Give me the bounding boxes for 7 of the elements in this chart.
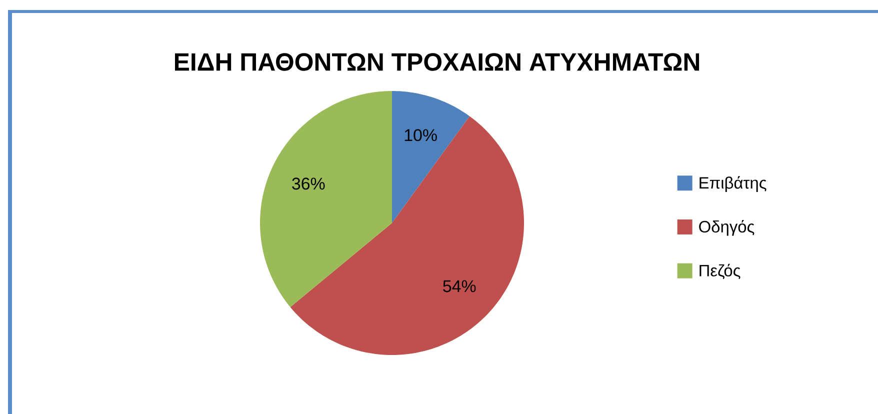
legend-label: Οδηγός bbox=[699, 220, 754, 236]
legend-label: Πεζός bbox=[700, 264, 740, 280]
data-label: 10% bbox=[404, 129, 437, 142]
chart-title: ΕΙΔΗ ΠΑΘΟΝΤΩΝ ΤΡΟΧΑΙΩΝ ΑΤΥΧΗΜΑΤΩΝ bbox=[175, 53, 700, 71]
data-label: 36% bbox=[292, 178, 325, 190]
legend-label: Επιβάτης bbox=[700, 176, 766, 192]
data-label: 54% bbox=[443, 280, 476, 292]
